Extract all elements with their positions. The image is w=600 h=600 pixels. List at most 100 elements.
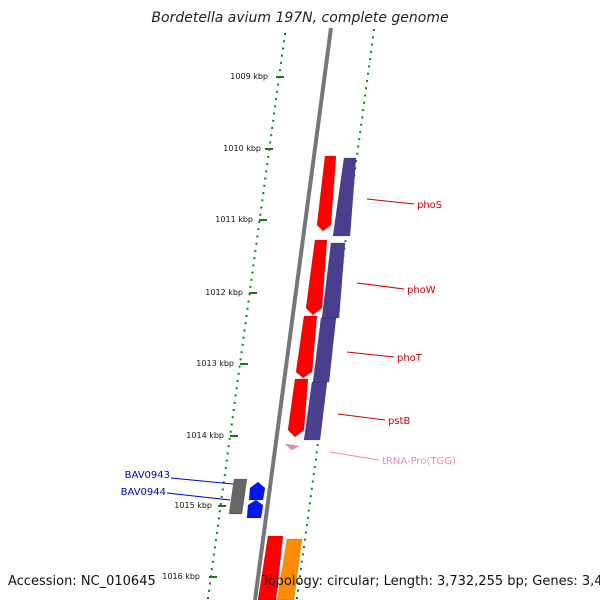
track-dot bbox=[300, 560, 303, 563]
track-dot bbox=[233, 401, 236, 404]
track-dot bbox=[207, 597, 209, 599]
track-dot bbox=[238, 365, 241, 368]
map-title: Bordetella avium 197N, complete genome bbox=[151, 10, 449, 26]
track-dot bbox=[217, 517, 220, 520]
BAV0944-label[interactable]: BAV0944 bbox=[121, 487, 166, 498]
left-dotted-track bbox=[207, 33, 286, 599]
track-dot bbox=[225, 459, 228, 462]
track-dot bbox=[367, 72, 370, 75]
BAV0943-leader-line bbox=[170, 477, 234, 485]
trna-leader-line bbox=[329, 451, 380, 461]
scale-label-1013: 1013 kbp bbox=[196, 359, 234, 368]
track-dot bbox=[229, 430, 232, 433]
track-dot bbox=[226, 452, 229, 455]
track-dot bbox=[284, 33, 286, 35]
track-dot bbox=[299, 567, 302, 570]
pstB-red-arrow[interactable] bbox=[287, 378, 309, 438]
kbp-scale: 1009 kbp 1010 kbp 1011 kbp 1012 kbp 1013… bbox=[162, 72, 284, 581]
track-dot bbox=[251, 271, 254, 274]
trna-pro-marker[interactable] bbox=[284, 443, 300, 451]
track-dot bbox=[275, 98, 278, 101]
track-dot bbox=[272, 119, 275, 122]
lower-orange-block[interactable] bbox=[276, 538, 303, 600]
phoS-label[interactable]: phoS bbox=[417, 200, 442, 211]
track-dot bbox=[265, 170, 268, 173]
track-dot bbox=[252, 264, 255, 267]
track-dot bbox=[306, 516, 309, 519]
track-dot bbox=[282, 47, 284, 50]
track-dot bbox=[232, 409, 235, 411]
track-dot bbox=[358, 138, 361, 141]
track-dot bbox=[253, 257, 256, 260]
track-dot bbox=[228, 437, 231, 440]
phoS-purple-block[interactable] bbox=[332, 157, 357, 237]
track-dot bbox=[315, 451, 318, 454]
track-dot bbox=[263, 184, 266, 187]
track-dot bbox=[239, 358, 242, 361]
pstB-leader-line bbox=[337, 413, 386, 421]
track-dot bbox=[273, 112, 276, 115]
pstB-purple-block[interactable] bbox=[303, 381, 328, 441]
track-dot bbox=[368, 65, 371, 68]
track-dot bbox=[297, 589, 299, 592]
phoT-purple-block[interactable] bbox=[312, 317, 337, 383]
phoW-purple-block[interactable] bbox=[321, 242, 346, 319]
track-dot bbox=[308, 502, 311, 505]
track-dot bbox=[245, 315, 248, 317]
track-dot bbox=[234, 394, 237, 397]
trna-label[interactable]: tRNA-Pro(TGG) bbox=[382, 456, 456, 467]
phoW-label[interactable]: phoW bbox=[407, 285, 436, 296]
track-dot bbox=[208, 589, 210, 592]
phoW-red-arrow[interactable] bbox=[305, 239, 328, 316]
track-dot bbox=[255, 242, 258, 245]
track-dot bbox=[218, 510, 221, 513]
pstB-label[interactable]: pstB bbox=[388, 416, 410, 427]
phoT-leader-line bbox=[346, 351, 395, 358]
scale-label-1011: 1011 kbp bbox=[215, 215, 253, 224]
track-dot bbox=[237, 372, 240, 375]
track-dot bbox=[274, 105, 277, 108]
track-dot bbox=[271, 127, 274, 129]
track-dot bbox=[247, 300, 250, 303]
track-dot bbox=[279, 69, 282, 72]
track-dot bbox=[303, 538, 306, 541]
track-dot bbox=[366, 80, 369, 82]
BAV0943-gray-block[interactable] bbox=[228, 478, 248, 515]
track-dot bbox=[221, 488, 224, 491]
track-dot bbox=[259, 213, 262, 216]
track-dot bbox=[236, 380, 239, 383]
scale-label-1012: 1012 kbp bbox=[205, 288, 243, 297]
phoS-red-arrow[interactable] bbox=[316, 155, 337, 232]
phoT-red-arrow[interactable] bbox=[295, 315, 318, 379]
track-dot bbox=[373, 29, 375, 31]
BAV0944-blue-arrow[interactable] bbox=[246, 499, 264, 519]
BAV0943-blue-arrow[interactable] bbox=[248, 481, 266, 501]
gene-labels: phoS phoW phoT pstB tRNA-Pro(TGG) BAV094… bbox=[121, 198, 456, 501]
scale-label-1014: 1014 kbp bbox=[186, 431, 224, 440]
track-dot bbox=[224, 466, 227, 469]
track-dot bbox=[240, 351, 243, 354]
track-dot bbox=[223, 474, 226, 477]
track-dot bbox=[313, 465, 316, 468]
track-dot bbox=[283, 40, 285, 43]
track-dot bbox=[267, 155, 270, 158]
track-dot bbox=[222, 481, 225, 484]
track-dot bbox=[296, 597, 298, 599]
track-dot bbox=[299, 575, 301, 578]
scale-label-1016: 1016 kbp bbox=[162, 572, 200, 581]
track-dot bbox=[276, 90, 279, 93]
track-dot bbox=[216, 524, 219, 527]
track-dot bbox=[372, 36, 374, 39]
track-dot bbox=[361, 116, 364, 119]
BAV0943-label[interactable]: BAV0943 bbox=[125, 470, 170, 481]
track-dot bbox=[242, 336, 245, 339]
track-dot bbox=[231, 416, 234, 419]
track-dot bbox=[344, 240, 347, 243]
track-dot bbox=[310, 487, 313, 490]
track-dot bbox=[312, 473, 315, 476]
track-dot bbox=[281, 54, 283, 57]
phoT-label[interactable]: phoT bbox=[397, 353, 423, 364]
track-dot bbox=[357, 145, 360, 148]
lower-red-block[interactable] bbox=[257, 535, 284, 600]
